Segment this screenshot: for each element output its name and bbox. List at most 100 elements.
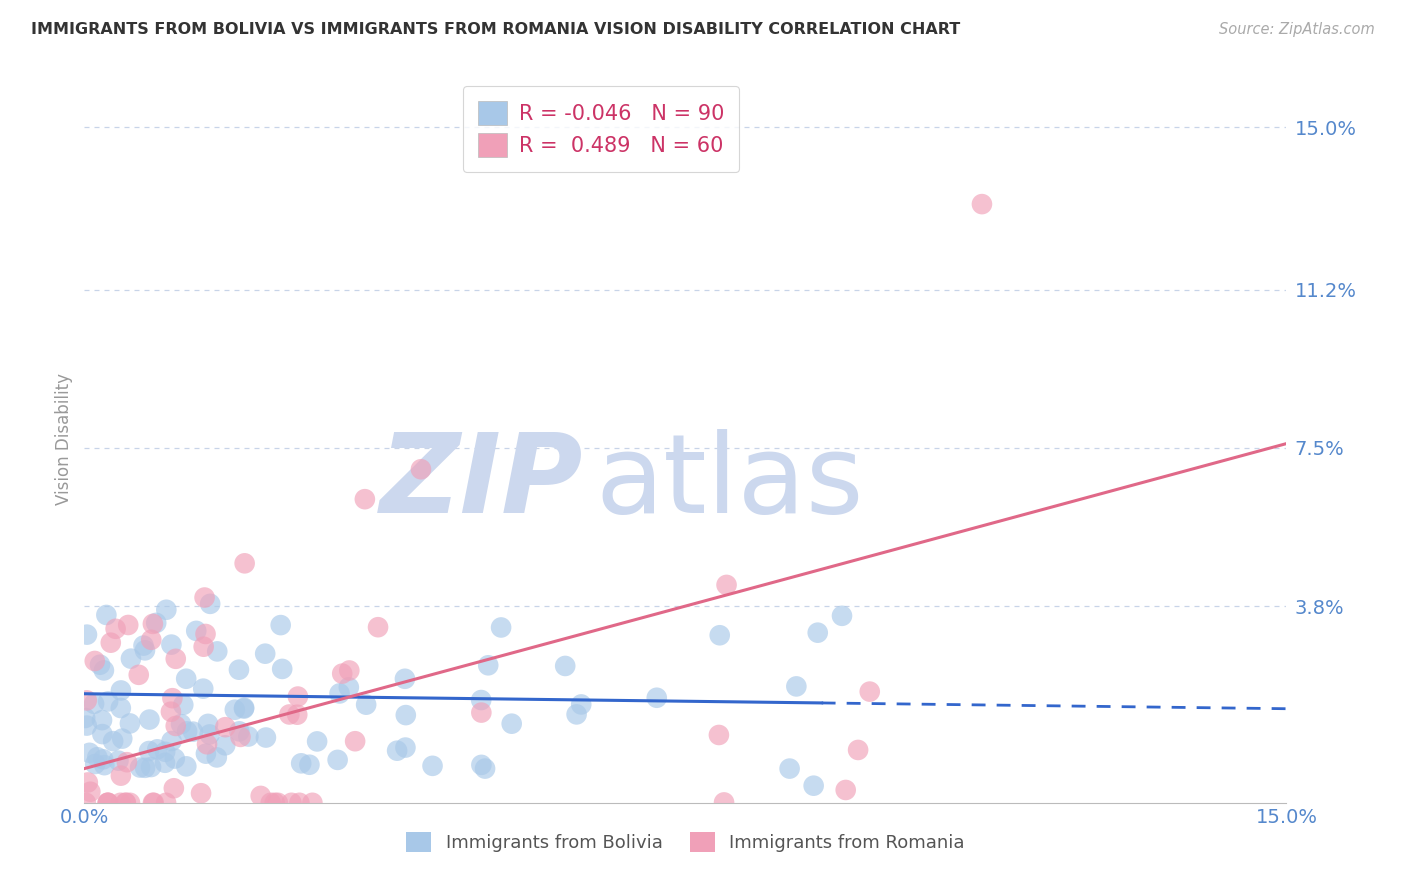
Point bbox=[146, 742, 169, 756]
Point bbox=[86, 750, 108, 764]
Point bbox=[104, 622, 127, 636]
Point bbox=[270, 618, 292, 632]
Point bbox=[110, 683, 132, 698]
Point bbox=[132, 639, 155, 653]
Text: atlas: atlas bbox=[595, 429, 863, 536]
Point bbox=[344, 734, 367, 748]
Point bbox=[214, 739, 236, 753]
Point bbox=[394, 740, 416, 755]
Point bbox=[422, 759, 444, 773]
Point bbox=[110, 701, 132, 715]
Point bbox=[83, 697, 105, 711]
Point bbox=[329, 686, 352, 700]
Point bbox=[162, 691, 184, 706]
Point bbox=[101, 734, 124, 748]
Point bbox=[254, 731, 277, 745]
Point bbox=[142, 796, 165, 810]
Point bbox=[477, 658, 499, 673]
Point bbox=[195, 737, 218, 751]
Point bbox=[298, 757, 321, 772]
Point bbox=[115, 755, 138, 769]
Point bbox=[278, 707, 301, 722]
Point bbox=[233, 701, 256, 715]
Point bbox=[394, 672, 416, 686]
Point bbox=[160, 638, 183, 652]
Point bbox=[100, 636, 122, 650]
Point bbox=[263, 796, 285, 810]
Point bbox=[118, 796, 141, 810]
Point bbox=[181, 724, 204, 739]
Point bbox=[354, 698, 377, 712]
Point bbox=[301, 796, 323, 810]
Point bbox=[141, 632, 163, 647]
Point bbox=[285, 707, 308, 722]
Point bbox=[145, 615, 167, 630]
Point bbox=[238, 730, 260, 744]
Point bbox=[803, 779, 825, 793]
Point bbox=[260, 796, 283, 810]
Point bbox=[110, 796, 132, 810]
Point bbox=[134, 761, 156, 775]
Point bbox=[354, 492, 377, 507]
Point bbox=[228, 663, 250, 677]
Point bbox=[835, 783, 858, 797]
Point bbox=[165, 652, 187, 666]
Point bbox=[190, 786, 212, 800]
Point bbox=[970, 197, 993, 211]
Point bbox=[385, 744, 408, 758]
Point bbox=[142, 616, 165, 631]
Point bbox=[165, 719, 187, 733]
Point bbox=[474, 762, 496, 776]
Point bbox=[470, 706, 492, 720]
Point bbox=[153, 756, 176, 770]
Point bbox=[76, 627, 98, 641]
Point bbox=[172, 698, 194, 712]
Point bbox=[224, 703, 246, 717]
Point bbox=[859, 684, 882, 698]
Point bbox=[290, 756, 312, 771]
Point bbox=[214, 720, 236, 734]
Point bbox=[96, 607, 118, 622]
Point bbox=[194, 627, 217, 641]
Point bbox=[118, 716, 141, 731]
Point bbox=[198, 597, 221, 611]
Point bbox=[395, 708, 418, 723]
Point bbox=[97, 694, 120, 708]
Point bbox=[409, 462, 432, 476]
Point bbox=[107, 754, 129, 768]
Point bbox=[233, 700, 256, 714]
Point bbox=[337, 681, 360, 695]
Point bbox=[160, 705, 183, 719]
Point bbox=[117, 618, 139, 632]
Point bbox=[84, 756, 107, 771]
Point bbox=[716, 578, 738, 592]
Point bbox=[129, 760, 152, 774]
Point bbox=[91, 713, 114, 727]
Point bbox=[138, 744, 160, 758]
Point bbox=[807, 625, 830, 640]
Text: IMMIGRANTS FROM BOLIVIA VS IMMIGRANTS FROM ROMANIA VISION DISABILITY CORRELATION: IMMIGRANTS FROM BOLIVIA VS IMMIGRANTS FR… bbox=[31, 22, 960, 37]
Point bbox=[97, 796, 120, 810]
Point bbox=[76, 693, 98, 707]
Point bbox=[193, 640, 215, 654]
Point bbox=[194, 747, 217, 761]
Point bbox=[779, 762, 801, 776]
Point bbox=[120, 651, 142, 665]
Point bbox=[155, 796, 177, 810]
Point bbox=[337, 664, 360, 678]
Point bbox=[197, 717, 219, 731]
Point bbox=[254, 647, 277, 661]
Text: ZIP: ZIP bbox=[380, 429, 583, 536]
Point bbox=[83, 654, 105, 668]
Legend: Immigrants from Bolivia, Immigrants from Romania: Immigrants from Bolivia, Immigrants from… bbox=[399, 825, 972, 859]
Point bbox=[163, 781, 186, 796]
Point bbox=[194, 591, 217, 605]
Point bbox=[280, 796, 302, 810]
Point bbox=[91, 752, 114, 766]
Point bbox=[271, 662, 294, 676]
Point bbox=[501, 716, 523, 731]
Point bbox=[163, 751, 186, 765]
Point bbox=[139, 760, 162, 774]
Point bbox=[110, 769, 132, 783]
Point bbox=[470, 757, 492, 772]
